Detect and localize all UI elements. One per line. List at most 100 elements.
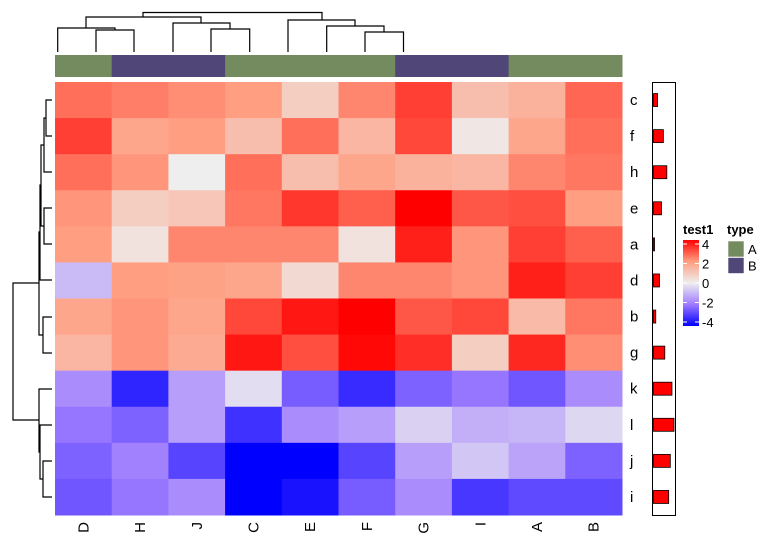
annotation-cell-I — [451, 55, 510, 77]
bar-d — [653, 273, 660, 288]
row-label: l — [630, 417, 633, 434]
row-dendrogram — [12, 99, 52, 498]
row-barplot-annotation — [652, 82, 676, 516]
bar-k — [653, 381, 673, 396]
row-label: f — [630, 128, 635, 145]
legend-swatch-B — [727, 257, 745, 274]
heatmap-cell-b-J — [168, 298, 226, 336]
heatmap-cell-g-H — [111, 334, 169, 372]
heatmap-cell-g-E — [281, 334, 339, 372]
annotation-cell-C — [225, 55, 283, 77]
heatmap-cell-l-E — [281, 406, 339, 444]
heatmap-cell-k-C — [225, 370, 283, 408]
heatmap-cell-c-D — [55, 82, 113, 119]
heatmap-cell-b-G — [395, 298, 453, 336]
column-label: I — [472, 522, 489, 526]
heatmap-cell-b-E — [281, 298, 339, 336]
row-label: d — [630, 272, 638, 289]
heatmap-cell-d-B — [565, 262, 623, 299]
heatmap-cell-c-J — [168, 82, 226, 119]
dendro-branch — [172, 22, 231, 52]
annotation-cell-A — [508, 55, 566, 77]
heatmap-cell-c-A — [508, 82, 566, 119]
bar-g — [653, 345, 666, 360]
heatmap-cell-a-H — [111, 226, 169, 263]
heatmap-cell-k-F — [338, 370, 396, 408]
column-annotation-type — [55, 55, 623, 77]
heatmap-cell-b-C — [225, 298, 283, 336]
bar-a — [653, 237, 655, 252]
heatmap-cell-h-D — [55, 154, 113, 191]
dendro-branch — [42, 316, 52, 354]
heatmap-cell-f-H — [111, 118, 169, 155]
heatmap-cell-e-C — [225, 190, 283, 227]
heatmap-cell-g-J — [168, 334, 226, 372]
heatmap-cell-h-I — [451, 154, 510, 191]
heatmap-cell-j-D — [55, 442, 113, 480]
dendro-branch — [45, 99, 52, 137]
dendro-branch — [42, 460, 52, 498]
dendro-branch — [57, 27, 116, 52]
heatmap-cell-f-I — [451, 118, 510, 155]
row-label: j — [629, 453, 633, 470]
heatmap-cell-c-G — [395, 82, 453, 119]
legend-tick-label: -4 — [702, 315, 714, 330]
column-label: F — [359, 522, 376, 531]
row-label: k — [630, 381, 638, 398]
heatmap-cell-g-C — [225, 334, 283, 372]
heatmap-cell-i-F — [338, 478, 396, 516]
heatmap-cell-h-A — [508, 154, 566, 191]
legend: test1 4 2 0 -2 -4 type AB — [683, 222, 757, 330]
heatmap-cell-a-D — [55, 226, 113, 263]
heatmap-cell-k-D — [55, 370, 113, 408]
heatmap-cell-l-A — [508, 406, 566, 444]
heatmap-cell-d-I — [451, 262, 510, 299]
heatmap-cell-a-G — [395, 226, 453, 263]
heatmap-cell-a-F — [338, 226, 396, 263]
annotation-cell-D — [55, 55, 113, 77]
dendro-branch — [95, 29, 135, 52]
heatmap-cell-h-E — [281, 154, 339, 191]
heatmap-cell-l-G — [395, 406, 453, 444]
column-label: C — [245, 522, 262, 533]
column-label: G — [416, 522, 433, 534]
row-label: i — [630, 489, 633, 506]
annotation-cell-H — [111, 55, 169, 77]
row-label: a — [630, 236, 639, 253]
column-label: E — [302, 522, 319, 532]
heatmap-cell-e-D — [55, 190, 113, 227]
dendro-branch — [43, 117, 52, 173]
heatmap-cell-h-G — [395, 154, 453, 191]
heatmap-cell-g-I — [451, 334, 510, 372]
dendro-branch — [142, 11, 323, 20]
annotation-cell-G — [395, 55, 453, 77]
heatmap-cell-k-B — [565, 370, 623, 408]
bar-f — [653, 129, 664, 144]
heatmap-cell-i-E — [281, 478, 339, 516]
bar-h — [653, 165, 668, 180]
heatmap-cell-c-E — [281, 82, 339, 119]
heatmap-cell-k-H — [111, 370, 169, 408]
heatmap-cell-h-F — [338, 154, 396, 191]
heatmap-cell-d-E — [281, 262, 339, 299]
column-label: A — [529, 522, 546, 532]
row-label: h — [630, 164, 638, 181]
heatmap-cell-h-J — [168, 154, 226, 191]
heatmap-cell-j-A — [508, 442, 566, 480]
column-dendrogram — [57, 11, 405, 52]
heatmap-cell-a-A — [508, 226, 566, 263]
dendro-branch — [12, 282, 39, 421]
heatmap-cell-c-F — [338, 82, 396, 119]
heatmap-cell-e-A — [508, 190, 566, 227]
heatmap-cell-j-E — [281, 442, 339, 480]
heatmap-cell-c-H — [111, 82, 169, 119]
heatmap-cell-d-G — [395, 262, 453, 299]
legend-title-test1: test1 — [683, 222, 713, 237]
heatmap-cell-a-E — [281, 226, 339, 263]
heatmap-cell-j-I — [451, 442, 510, 480]
heatmap-cell-f-A — [508, 118, 566, 155]
annotation-cell-F — [338, 55, 396, 77]
heatmap-cell-d-F — [338, 262, 396, 299]
